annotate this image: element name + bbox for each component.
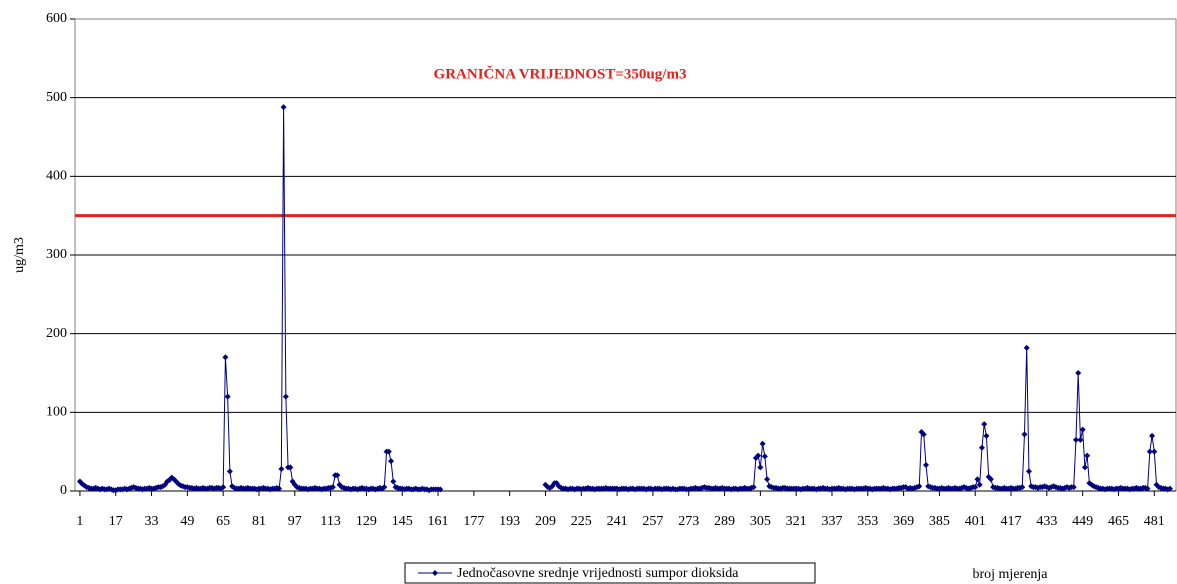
legend [404,562,816,584]
x-tick-label: 193 [499,514,520,529]
data-point [972,484,979,491]
data-point [287,464,294,471]
data-point [1144,485,1151,492]
data-point [1070,484,1077,491]
data-point [334,472,341,479]
data-point [390,478,397,485]
y-tick-label: 500 [46,90,67,105]
data-point [1077,436,1084,443]
data-point [978,444,985,451]
x-tick-label: 273 [678,514,699,529]
x-tick-label: 81 [252,514,266,529]
x-tick-label: 225 [571,514,592,529]
x-tick-label: 289 [714,514,735,529]
x-tick-label: 65 [216,514,230,529]
data-point [757,464,764,471]
data-point [1149,432,1156,439]
x-tick-label: 97 [288,514,302,529]
data-point [976,481,983,488]
y-tick-label: 600 [46,11,67,26]
line-group [76,104,1173,576]
x-tick-label: 401 [965,514,986,529]
data-point [755,452,762,459]
data-point [282,393,289,400]
x-tick-label: 321 [786,514,807,529]
legend-marker [432,570,438,576]
data-point [329,484,336,491]
x-tick-label: 385 [929,514,950,529]
data-point [1023,344,1030,351]
data-point [278,465,285,472]
data-point [1166,485,1173,492]
grid-group [70,18,1176,496]
x-tick-label: 209 [535,514,556,529]
x-tick-label: 17 [109,514,123,529]
data-point [759,440,766,447]
data-point [981,421,988,428]
x-tick-label: 369 [893,514,914,529]
x-tick-label: 241 [607,514,628,529]
data-point [280,104,287,111]
y-tick-label: 200 [46,326,67,341]
x-tick-label: 177 [463,514,484,529]
x-tick-label: 433 [1036,514,1057,529]
data-point [381,484,388,491]
data-point [385,448,392,455]
data-point [388,458,395,465]
data-point [1025,468,1032,475]
data-point [761,453,768,460]
data-point [750,484,757,491]
x-tick-label: 49 [180,514,194,529]
data-point [1084,452,1091,459]
y-tick-label: 0 [60,483,67,498]
x-tick-label: 417 [1001,514,1022,529]
data-point [1021,431,1028,438]
y-axis-label: ug/m3 [12,237,27,273]
data-point [276,485,283,492]
data-point [224,393,231,400]
data-point [220,484,227,491]
data-point [922,462,929,469]
data-point [1151,448,1158,455]
data-point [916,483,923,490]
x-tick-label: 305 [750,514,771,529]
y-tick-label: 400 [46,169,67,184]
x-tick-label: 161 [428,514,449,529]
x-tick-label: 129 [356,514,377,529]
data-point [983,432,990,439]
legend-label: Jednočasovne srednje vrijednosti sumpor … [457,566,739,581]
data-point [1146,448,1153,455]
x-tick-label: 1 [76,514,83,529]
data-point [920,431,927,438]
data-point [1079,426,1086,433]
data-point [1075,370,1082,376]
x-tick-label: 337 [821,514,842,529]
annotation: GRANIČNA VRIJEDNOST=350ug/m3 [434,65,687,82]
x-tick-label: 145 [392,514,413,529]
x-tick-label: 353 [857,514,878,529]
x-tick-label: 113 [320,514,340,529]
x-tick-label: 257 [642,514,663,529]
data-point [1072,436,1079,443]
data-point [1019,484,1026,491]
data-point [437,486,444,493]
data-point [222,354,229,361]
x-tick-label: 481 [1144,514,1165,529]
x-tick-label: 449 [1072,514,1093,529]
data-point [974,476,981,483]
y-tick-label: 300 [46,247,67,262]
data-point [987,476,994,483]
x-tick-label: 33 [145,514,159,529]
x-axis-label: broj mjerenja [972,567,1048,582]
x-tick-label: 465 [1108,514,1129,529]
data-point [226,468,233,475]
data-point [1081,464,1088,471]
data-point [764,476,771,483]
y-tick-label: 100 [46,405,67,420]
